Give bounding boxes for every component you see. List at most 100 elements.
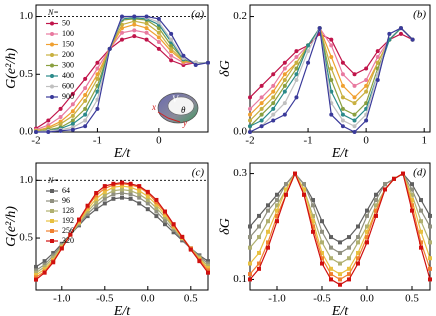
data-point	[193, 63, 198, 68]
data-point	[428, 224, 432, 229]
y-axis-label: G(e²/h)	[4, 206, 19, 247]
data-point	[42, 262, 47, 267]
data-point	[401, 171, 405, 176]
data-point	[171, 230, 176, 235]
data-point	[58, 128, 63, 133]
data-point	[206, 259, 210, 264]
data-point	[311, 203, 315, 208]
data-point	[145, 201, 150, 206]
data-point	[145, 197, 150, 202]
data-point	[111, 196, 116, 201]
data-point	[248, 245, 252, 250]
legend-marker	[50, 32, 54, 36]
data-point	[275, 213, 279, 218]
data-point	[340, 83, 345, 88]
data-point	[120, 37, 124, 42]
data-point	[356, 250, 360, 255]
data-point	[156, 16, 161, 21]
legend-label: 100	[62, 29, 74, 38]
data-point	[51, 255, 56, 260]
data-point	[410, 37, 415, 42]
data-point	[70, 109, 75, 114]
data-point	[356, 235, 360, 240]
data-point	[329, 112, 334, 117]
legend-marker	[50, 74, 54, 78]
data-point	[58, 121, 63, 126]
data-point	[284, 187, 288, 192]
data-point	[306, 60, 311, 65]
data-point	[120, 14, 124, 19]
data-point	[340, 60, 345, 65]
data-point	[156, 35, 161, 40]
data-point	[365, 224, 369, 229]
data-point	[317, 26, 322, 31]
panel-label: (b)	[413, 9, 426, 21]
data-point	[329, 66, 334, 71]
y-tick-label: 0.1	[233, 273, 247, 285]
data-point	[311, 213, 315, 218]
data-point	[169, 37, 174, 42]
y-axis-label: δG	[218, 60, 233, 77]
data-point	[156, 26, 161, 31]
y-tick-label: 0.5	[19, 68, 33, 80]
data-point	[132, 28, 137, 33]
data-point	[340, 112, 345, 117]
data-point	[364, 89, 369, 94]
data-point	[340, 124, 345, 129]
data-point	[77, 217, 81, 222]
data-point	[410, 187, 414, 192]
data-point	[356, 261, 360, 266]
legend-label: 400	[62, 71, 74, 80]
data-point	[83, 106, 88, 111]
data-point	[365, 240, 369, 245]
data-point	[156, 30, 161, 35]
x-tick-label: -2	[31, 135, 40, 147]
inset-label: x	[151, 102, 156, 112]
legend-marker	[50, 239, 54, 243]
legend-marker	[50, 21, 54, 26]
data-point	[156, 46, 161, 51]
data-point	[102, 196, 107, 201]
data-point	[111, 185, 116, 190]
data-point	[85, 209, 90, 214]
data-point	[419, 229, 423, 234]
data-point	[364, 66, 369, 71]
plot-frame	[249, 162, 431, 291]
data-point	[169, 58, 174, 63]
data-point	[419, 219, 423, 224]
data-point	[347, 245, 351, 250]
data-point	[156, 20, 161, 25]
data-point	[248, 124, 252, 129]
data-point	[70, 102, 75, 107]
data-point	[419, 240, 423, 245]
data-point	[284, 192, 288, 197]
data-point	[34, 130, 38, 134]
legend-label: 600	[62, 81, 74, 90]
data-point	[206, 60, 210, 65]
data-point	[34, 272, 38, 277]
plot-frame	[35, 162, 209, 291]
data-point	[248, 130, 252, 134]
data-point	[85, 214, 90, 219]
data-point	[338, 272, 342, 277]
data-point	[428, 277, 432, 282]
legend-marker	[50, 95, 54, 99]
panel-label: (a)	[191, 9, 204, 21]
data-point	[293, 171, 297, 176]
data-point	[34, 275, 38, 280]
x-tick-label: -1	[303, 135, 312, 147]
data-point	[320, 229, 324, 234]
data-point	[34, 268, 38, 273]
data-point	[410, 208, 414, 213]
data-point	[58, 114, 63, 119]
data-point	[364, 78, 369, 83]
data-point	[271, 118, 276, 123]
data-point	[163, 209, 167, 214]
data-point	[375, 54, 380, 59]
data-point	[154, 197, 159, 202]
data-point	[271, 101, 276, 106]
data-point	[128, 192, 133, 197]
y-tick-label: 0.2	[233, 10, 247, 22]
y-axis-label: δG	[218, 218, 233, 235]
